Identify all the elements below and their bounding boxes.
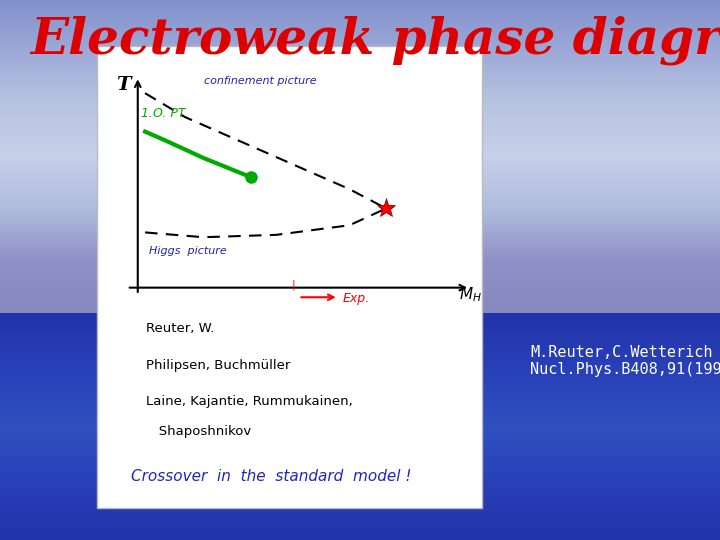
Text: Philipsen, Buchmüller: Philipsen, Buchmüller — [145, 359, 290, 372]
Text: $M_H$: $M_H$ — [459, 286, 482, 305]
Text: |: | — [291, 280, 294, 290]
Text: Crossover  in  the  standard  model !: Crossover in the standard model ! — [132, 469, 412, 484]
Text: confinement picture: confinement picture — [204, 76, 316, 85]
Text: Electroweak phase diagram: Electroweak phase diagram — [30, 15, 720, 65]
Text: 1.O. PT: 1.O. PT — [141, 107, 186, 120]
Text: Exp.: Exp. — [342, 292, 369, 305]
Text: Laine, Kajantie, Rummukainen,: Laine, Kajantie, Rummukainen, — [145, 395, 352, 408]
Text: T: T — [116, 76, 130, 94]
Text: Shaposhnikov: Shaposhnikov — [145, 425, 251, 438]
Bar — [97, 46, 482, 508]
Text: M.Reuter,C.Wetterich
Nucl.Phys.B408,91(1993): M.Reuter,C.Wetterich Nucl.Phys.B408,91(1… — [530, 345, 720, 377]
Text: Higgs  picture: Higgs picture — [149, 246, 227, 256]
Text: Reuter, W.: Reuter, W. — [145, 322, 214, 335]
